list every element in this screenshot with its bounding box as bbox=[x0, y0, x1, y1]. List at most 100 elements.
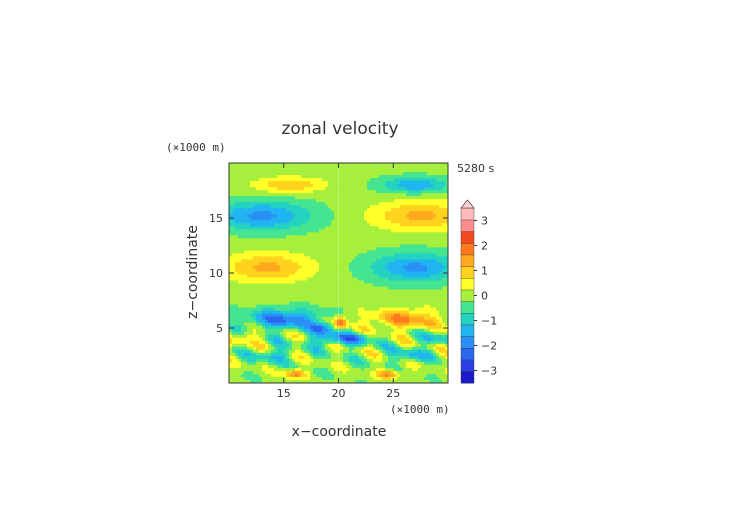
heatmap-cell bbox=[322, 280, 326, 285]
heatmap-cell bbox=[340, 271, 344, 275]
heatmap-cell bbox=[349, 349, 353, 354]
heatmap-cell bbox=[370, 259, 374, 263]
heatmap-cell bbox=[355, 223, 359, 227]
heatmap-cell bbox=[235, 223, 239, 227]
heatmap-cell bbox=[349, 283, 353, 288]
heatmap-cell bbox=[427, 286, 431, 291]
heatmap-cell bbox=[391, 343, 395, 348]
heatmap-cell bbox=[409, 349, 413, 354]
heatmap-cell bbox=[433, 178, 437, 182]
heatmap-cell bbox=[370, 175, 374, 179]
heatmap-cell bbox=[229, 367, 233, 372]
heatmap-cell bbox=[256, 364, 260, 369]
heatmap-cell bbox=[286, 310, 290, 315]
heatmap-cell bbox=[229, 307, 233, 312]
heatmap-cell bbox=[277, 205, 281, 209]
heatmap-cell bbox=[415, 331, 419, 336]
heatmap-cell bbox=[262, 316, 266, 321]
heatmap-cell bbox=[229, 364, 233, 369]
heatmap-cell bbox=[319, 247, 323, 251]
heatmap-cell bbox=[346, 268, 350, 272]
heatmap-cell bbox=[343, 346, 347, 351]
heatmap-cell bbox=[430, 181, 434, 185]
heatmap-cell bbox=[370, 271, 374, 275]
heatmap-cell bbox=[244, 184, 248, 188]
heatmap-cell bbox=[241, 256, 245, 260]
heatmap-cell bbox=[406, 229, 410, 233]
heatmap-cell bbox=[241, 241, 245, 245]
heatmap-cell bbox=[415, 196, 419, 200]
heatmap-cell bbox=[253, 331, 257, 336]
heatmap-cell bbox=[364, 331, 368, 336]
heatmap-cell bbox=[304, 361, 308, 366]
heatmap-cell bbox=[256, 358, 260, 363]
heatmap-cell bbox=[385, 319, 389, 324]
heatmap-cell bbox=[262, 310, 266, 315]
heatmap-cell bbox=[403, 277, 407, 282]
heatmap-cell bbox=[388, 307, 392, 312]
heatmap-cell bbox=[355, 313, 359, 318]
heatmap-cell bbox=[346, 331, 350, 336]
heatmap-cell bbox=[301, 175, 305, 179]
heatmap-cell bbox=[340, 361, 344, 366]
heatmap-cell bbox=[361, 202, 365, 206]
heatmap-cell bbox=[325, 175, 329, 179]
heatmap-cell bbox=[382, 268, 386, 272]
heatmap-cell bbox=[418, 253, 422, 257]
heatmap-cell bbox=[229, 310, 233, 315]
heatmap-cell bbox=[316, 226, 320, 230]
heatmap-cell bbox=[418, 343, 422, 348]
heatmap-cell bbox=[352, 277, 356, 282]
heatmap-cell bbox=[373, 211, 377, 215]
heatmap-cell bbox=[313, 193, 317, 197]
heatmap-cell bbox=[295, 331, 299, 336]
heatmap-cell bbox=[262, 220, 266, 224]
heatmap-cell bbox=[271, 199, 275, 203]
heatmap-cell bbox=[376, 223, 380, 227]
heatmap-cell bbox=[325, 172, 329, 176]
heatmap-cell bbox=[412, 229, 416, 233]
heatmap-cell bbox=[304, 337, 308, 342]
heatmap-cell bbox=[439, 274, 443, 279]
heatmap-cell bbox=[307, 187, 311, 191]
heatmap-cell bbox=[352, 196, 356, 200]
heatmap-cell bbox=[322, 364, 326, 369]
heatmap-cell bbox=[286, 184, 290, 188]
heatmap-cell bbox=[340, 214, 344, 218]
heatmap-cell bbox=[436, 172, 440, 176]
heatmap-cell bbox=[274, 280, 278, 285]
heatmap-cell bbox=[244, 235, 248, 239]
heatmap-cell bbox=[373, 190, 377, 194]
heatmap-cell bbox=[397, 199, 401, 203]
heatmap-cell bbox=[412, 349, 416, 354]
heatmap-cell bbox=[352, 328, 356, 333]
heatmap-cell bbox=[286, 271, 290, 275]
heatmap-cell bbox=[355, 298, 359, 303]
heatmap-cell bbox=[307, 247, 311, 251]
heatmap-cell bbox=[358, 205, 362, 209]
heatmap-cell bbox=[442, 289, 446, 294]
heatmap-cell bbox=[268, 196, 272, 200]
heatmap-cell bbox=[316, 298, 320, 303]
heatmap-cell bbox=[316, 316, 320, 321]
heatmap-cell bbox=[271, 352, 275, 357]
heatmap-cell bbox=[310, 253, 314, 257]
heatmap-cell bbox=[313, 211, 317, 215]
heatmap-cell bbox=[376, 358, 380, 363]
heatmap-cell bbox=[412, 325, 416, 330]
heatmap-cell bbox=[331, 358, 335, 363]
heatmap-cell bbox=[430, 166, 434, 170]
heatmap-cell bbox=[400, 337, 404, 342]
heatmap-cell bbox=[268, 163, 272, 167]
heatmap-cell bbox=[229, 361, 233, 366]
heatmap-cell bbox=[316, 304, 320, 309]
heatmap-cell bbox=[334, 316, 338, 321]
heatmap-cell bbox=[439, 280, 443, 285]
heatmap-cell bbox=[382, 253, 386, 257]
heatmap-cell bbox=[229, 253, 233, 257]
heatmap-cell bbox=[304, 196, 308, 200]
heatmap-cell bbox=[403, 358, 407, 363]
heatmap-cell bbox=[280, 343, 284, 348]
heatmap-cell bbox=[391, 352, 395, 357]
heatmap-cell bbox=[232, 310, 236, 315]
